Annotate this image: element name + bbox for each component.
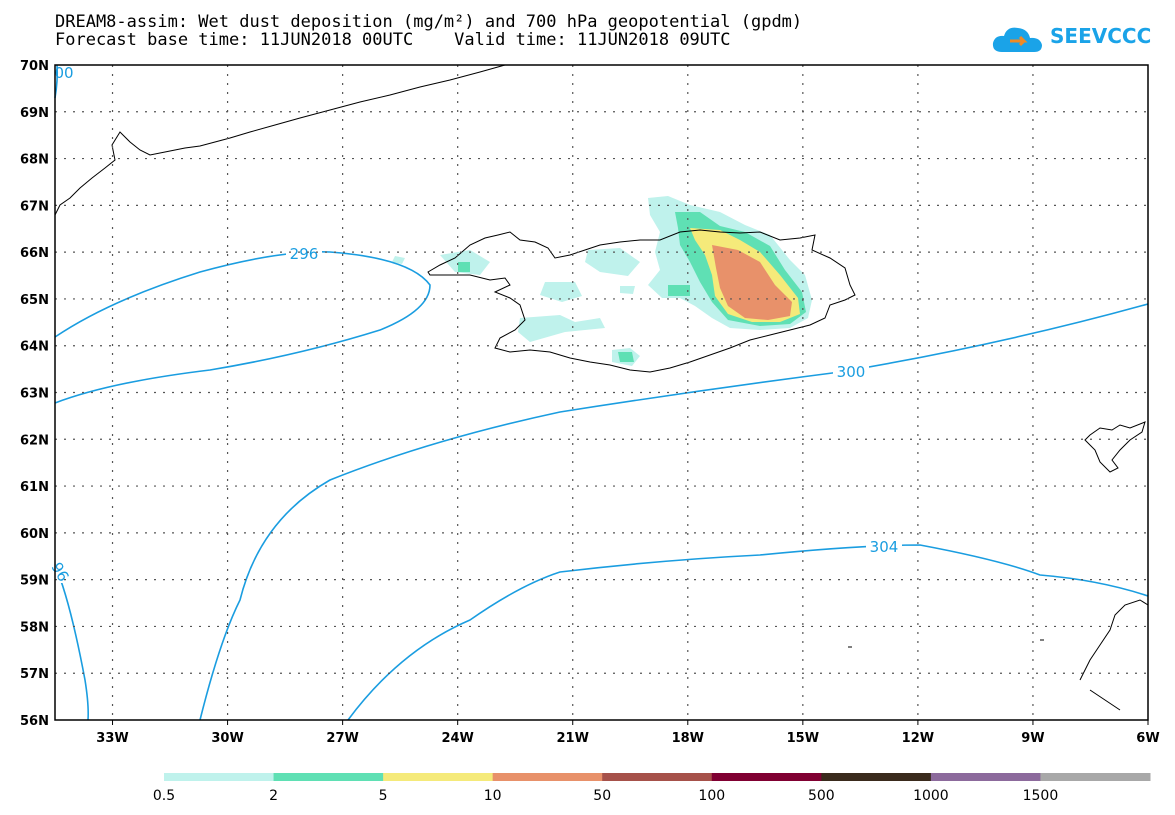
cloud-icon: [992, 27, 1042, 52]
colorbar-label: 50: [593, 788, 611, 804]
colorbar-label: 10: [484, 788, 502, 804]
colorbar-swatch: [492, 773, 603, 781]
colorbar-label: 1000: [913, 788, 949, 804]
colorbar-swatch: [930, 773, 1041, 781]
colorbar-label: 2: [269, 788, 278, 804]
colorbar-swatch: [164, 773, 275, 781]
colorbar: 0.5 2 5 10 50 100 500 1000 1500: [153, 773, 1151, 804]
colorbar-label: 500: [808, 788, 835, 804]
colorbar-swatch: [602, 773, 713, 781]
lon-label: 27W: [326, 731, 358, 746]
contour-label-296: 296: [290, 245, 319, 263]
lat-label: 59N: [20, 574, 49, 589]
map-frame: [54, 64, 1149, 721]
lat-label: 65N: [20, 293, 49, 308]
geopotential-contours: [54, 64, 1149, 721]
lat-label: 67N: [20, 199, 49, 214]
contour-label-300: 300: [837, 363, 866, 381]
lat-label: 56N: [20, 714, 49, 729]
contour-label-304: 304: [870, 538, 899, 556]
colorbar-swatch: [821, 773, 932, 781]
lat-label: 58N: [20, 620, 49, 635]
lon-label: 30W: [211, 731, 243, 746]
colorbar-label: 0.5: [153, 788, 175, 804]
map-subtitle: Forecast base time: 11JUN2018 00UTC Vali…: [55, 30, 731, 50]
lat-label: 70N: [20, 59, 49, 74]
lat-label: 60N: [20, 527, 49, 542]
colorbar-label: 5: [379, 788, 388, 804]
map-title: DREAM8-assim: Wet dust deposition (mg/m²…: [55, 12, 803, 32]
colorbar-swatch: [273, 773, 384, 781]
longitude-labels: 33W 30W 27W 24W 21W 18W 15W 12W 9W 6W: [96, 720, 1160, 746]
lat-label: 61N: [20, 480, 49, 495]
colorbar-label: 1500: [1023, 788, 1059, 804]
lon-label: 33W: [96, 731, 128, 746]
lat-label: 66N: [20, 246, 49, 261]
lat-label: 68N: [20, 153, 49, 168]
lon-label: 6W: [1136, 731, 1159, 746]
lon-label: 15W: [787, 731, 819, 746]
logo-text: SEEVCCC: [1050, 24, 1152, 48]
lon-label: 9W: [1021, 731, 1044, 746]
colorbar-swatch: [383, 773, 494, 781]
lon-label: 18W: [672, 731, 704, 746]
lat-label: 62N: [20, 433, 49, 448]
lon-label: 21W: [557, 731, 589, 746]
dust-deposition-field: [392, 196, 812, 366]
lon-label: 24W: [441, 731, 473, 746]
lat-label: 64N: [20, 340, 49, 355]
coastlines: [54, 64, 1149, 720]
lat-label: 57N: [20, 667, 49, 682]
contour-labels: 296 300 304 96 00: [47, 64, 902, 585]
colorbar-label: 100: [698, 788, 725, 804]
colorbar-swatch: [711, 773, 822, 781]
lat-label: 69N: [20, 106, 49, 121]
lat-label: 63N: [20, 387, 49, 402]
contour-label-top: 00: [54, 64, 73, 82]
lon-label: 12W: [902, 731, 934, 746]
colorbar-swatch: [1040, 773, 1151, 781]
graticule: [55, 65, 1148, 720]
latitude-labels: 70N 69N 68N 67N 66N 65N 64N 63N 62N 61N 60N 59N 58N 5…: [20, 59, 49, 729]
